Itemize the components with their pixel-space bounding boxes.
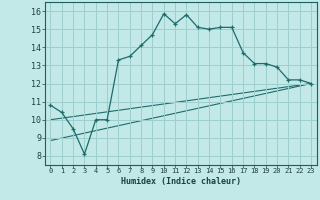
X-axis label: Humidex (Indice chaleur): Humidex (Indice chaleur) (121, 177, 241, 186)
